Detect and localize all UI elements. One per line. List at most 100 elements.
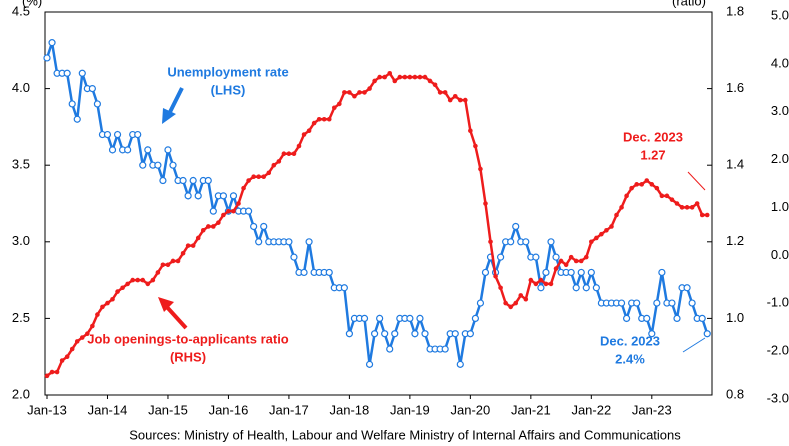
data-point [619,205,624,210]
x-tick-label: Jan-14 [88,402,128,417]
y3-tick-label: 1.0 [771,199,789,214]
data-point [649,182,655,187]
data-point [345,330,353,338]
x-tick-label: Jan-15 [148,402,188,417]
data-point [466,330,474,338]
annotation: Unemployment rate [167,64,288,79]
data-point [154,161,162,169]
data-point [387,70,393,76]
data-point [135,277,141,283]
data-point [483,201,488,206]
data-point [290,253,298,261]
data-point [145,281,151,287]
data-point [180,250,186,256]
y-tick-label: 4.5 [12,3,30,18]
data-point [694,201,700,206]
data-point [577,268,585,277]
x-tick-label: Jan-16 [209,402,249,417]
arrow-head [158,297,174,312]
data-point [451,330,459,338]
data-point [543,281,549,287]
data-point [251,174,256,179]
data-point [115,289,120,294]
data-point [664,193,670,199]
data-point [164,146,172,154]
annotation: (LHS) [211,82,246,97]
data-point [532,253,540,261]
data-point [392,78,398,84]
annotation-arrows [158,87,706,353]
data-point [407,74,413,80]
data-point [271,162,277,168]
data-point [644,178,650,183]
data-point [155,270,161,275]
data-point [547,238,555,246]
y-tick-label: 4.0 [12,80,30,95]
data-point [357,90,362,95]
data-point [386,345,394,353]
data-point [548,281,554,287]
data-point [44,373,50,379]
data-point [285,238,293,246]
data-point [140,277,146,283]
x-tick-label: Jan-22 [571,402,611,417]
data-point [260,222,268,231]
data-point [130,277,135,283]
x-tick-label: Jan-18 [330,402,370,417]
data-point [205,224,211,229]
data-point [352,93,357,99]
data-point [246,178,251,183]
x-tick-label: Jan-19 [390,402,430,417]
data-point [365,360,374,368]
data-point [578,258,584,264]
data-point [688,299,696,307]
data-point [522,238,530,246]
data-point [211,224,216,229]
data-point [481,268,490,277]
source-note: Sources: Ministry of Health, Labour and … [129,427,681,442]
y2-tick-label: 1.8 [726,3,744,18]
data-point [699,212,705,218]
data-point [69,346,75,352]
data-point [221,212,226,218]
data-point [103,130,112,139]
arrow [164,304,188,330]
data-point [674,201,680,206]
data-point [659,193,665,199]
data-point [255,238,263,246]
y-axis-label: (%) [22,0,42,8]
data-point [179,176,187,185]
data-point [376,314,384,322]
data-point [195,235,201,241]
data-point [614,212,619,218]
data-point [342,90,347,95]
data-point [301,132,307,137]
data-point [473,143,478,149]
data-point [411,330,419,338]
arrow [682,337,706,353]
data-point [622,314,631,322]
y3-tick-label: 5.0 [771,7,789,22]
data-point [291,151,297,157]
y3-tick-label: -2.0 [767,343,789,358]
data-point [226,208,231,214]
data-point [204,176,212,185]
y2-tick-label: 1.4 [726,157,744,172]
data-point [654,185,660,191]
y2-tick-label: 1.6 [726,80,744,95]
y3-tick-label: -1.0 [767,295,789,310]
data-point [229,192,238,200]
data-point [95,312,100,317]
data-point [276,159,282,164]
data-point [169,161,177,169]
data-point [125,281,130,287]
x-tick-label: Jan-17 [269,402,309,417]
data-point [552,253,560,261]
data-point [508,304,513,310]
data-point [49,369,55,375]
data-point [617,299,626,307]
data-point [120,285,125,291]
data-point [367,86,372,91]
data-point [371,330,379,338]
data-point [48,39,56,47]
